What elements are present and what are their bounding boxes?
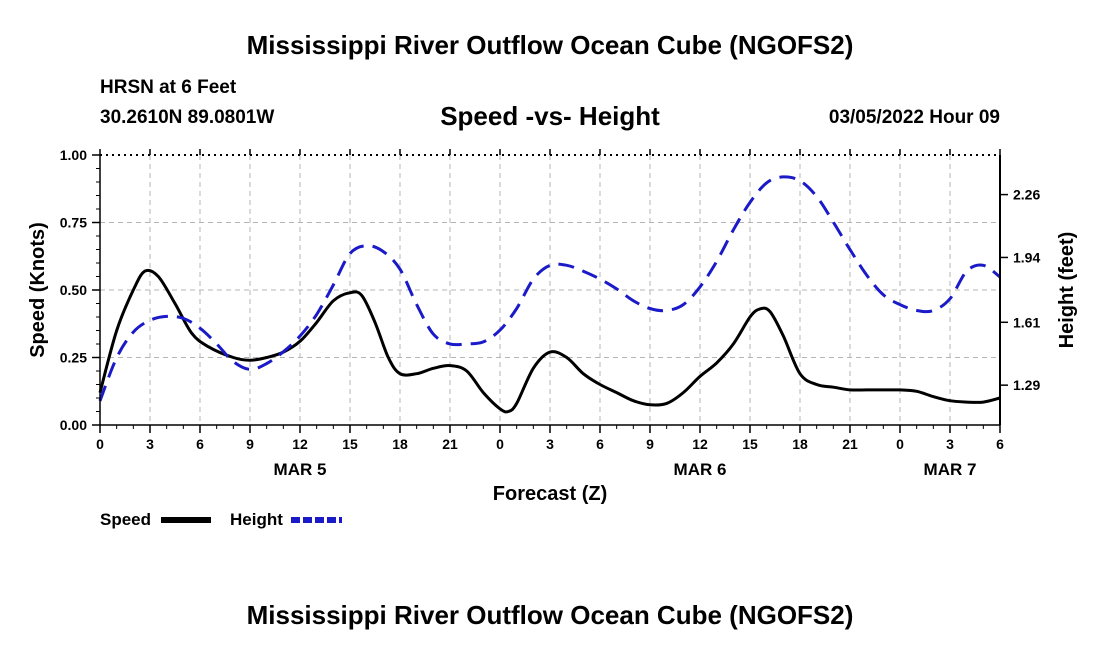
y-axis-title: Speed (Knots): [27, 222, 49, 358]
forecast-datetime: 03/05/2022 Hour 09: [828, 107, 1000, 128]
legend-label-height: Height: [230, 510, 283, 529]
x-tick-label: 6: [596, 436, 604, 452]
x-tick-label: 21: [442, 436, 458, 452]
series-line-height: [98, 175, 1001, 402]
x-day-label: MAR 7: [924, 460, 977, 479]
y2-tick-label: 2.26: [1013, 187, 1040, 203]
y2-tick-label: 1.29: [1013, 377, 1040, 393]
y2-tick-label: 1.61: [1013, 314, 1040, 330]
x-tick-label: 15: [342, 436, 358, 452]
x-tick-label: 6: [996, 436, 1004, 452]
x-tick-label: 15: [742, 436, 758, 452]
x-tick-label: 0: [496, 436, 504, 452]
ticks-layer: 0 3 6 9 12 15 18 21 0 3 6 9 12 15 18 21 0 3 6 MAR 5 MAR 6 MAR…: [60, 147, 1041, 479]
chart-title: Mississippi River Outflow Ocean Cube (NG…: [246, 30, 854, 60]
x-tick-label: 12: [692, 436, 708, 452]
x-tick-label: 6: [196, 436, 204, 452]
y2-tick-label: 1.94: [1013, 249, 1040, 265]
station-coordinates: 30.2610N 89.0801W: [100, 107, 275, 128]
legend: Speed Height: [100, 510, 342, 529]
footer-title: Mississippi River Outflow Ocean Cube (NG…: [246, 600, 854, 630]
y-tick-label: 0.00: [60, 417, 87, 433]
x-tick-label: 3: [146, 436, 154, 452]
x-day-label: MAR 6: [674, 460, 727, 479]
x-tick-label: 0: [896, 436, 904, 452]
x-tick-label: 0: [96, 436, 104, 452]
x-tick-label: 9: [646, 436, 654, 452]
y-tick-label: 0.25: [60, 350, 87, 366]
x-tick-label: 3: [946, 436, 954, 452]
x-day-label: MAR 5: [274, 460, 327, 479]
x-tick-label: 9: [246, 436, 254, 452]
x-tick-label: 12: [292, 436, 308, 452]
chart-subtitle: Speed -vs- Height: [440, 101, 660, 131]
y2-axis-title: Height (feet): [1056, 232, 1078, 349]
x-tick-label: 18: [392, 436, 408, 452]
y-tick-label: 1.00: [60, 147, 87, 163]
grid-layer: [100, 155, 1000, 425]
x-tick-label: 3: [546, 436, 554, 452]
legend-label-speed: Speed: [100, 510, 151, 529]
series-layer: [98, 175, 1001, 414]
x-tick-label: 21: [842, 436, 858, 452]
x-axis-title: Forecast (Z): [493, 483, 607, 505]
y-tick-label: 0.50: [60, 282, 87, 298]
y-tick-label: 0.75: [60, 215, 87, 231]
station-label: HRSN at 6 Feet: [100, 77, 237, 98]
x-tick-label: 18: [792, 436, 808, 452]
series-line-speed: [98, 268, 1001, 414]
